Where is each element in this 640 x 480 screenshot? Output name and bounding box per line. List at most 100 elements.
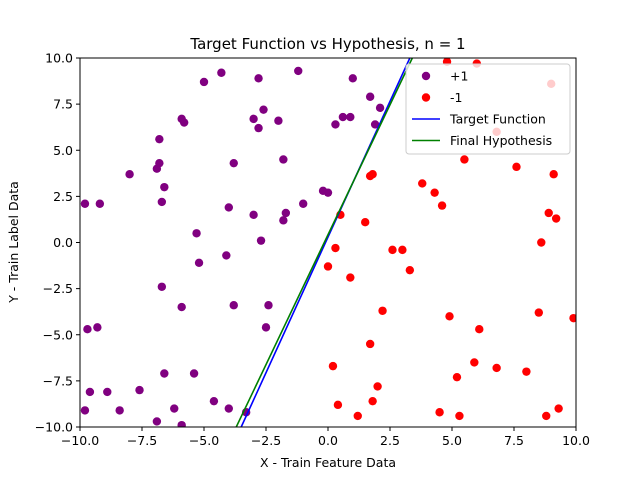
x-tick-label: −5.0 [189,433,219,448]
x-tick-label: 2.5 [380,433,400,448]
data-point-minus1 [549,170,558,179]
data-point-plus1 [85,387,95,397]
data-point-minus1 [353,411,362,421]
data-point-plus1 [279,216,288,225]
x-tick-label: 7.5 [504,433,524,448]
data-point-minus1 [368,396,377,406]
data-point-minus1 [452,372,462,382]
data-point-plus1 [229,158,238,168]
data-point-plus1 [254,74,263,83]
data-point-plus1 [259,105,268,114]
data-point-plus1 [160,182,169,192]
y-tick-label: 5.0 [53,143,73,158]
data-point-plus1 [375,103,385,113]
data-point-minus1 [398,245,407,255]
data-point-plus1 [224,404,233,413]
y-axis-label: Y - Train Label Data [6,181,21,304]
data-point-plus1 [80,199,90,208]
data-point-minus1 [435,408,444,417]
data-point-plus1 [224,203,233,212]
data-point-plus1 [294,66,303,76]
target-function-line [240,58,411,427]
data-point-minus1 [554,404,563,413]
data-point-minus1 [333,400,343,410]
data-point-plus1 [125,170,134,179]
data-point-minus1 [388,245,397,255]
data-point-minus1 [346,273,355,282]
x-axis: −10.0 −7.5 −5.0 −2.5 0.0 2.5 5.0 7.5 10.0 [61,427,590,448]
data-point-minus1 [551,214,561,223]
data-point-plus1 [192,229,201,238]
data-point-plus1 [209,396,219,406]
data-point-plus1 [279,155,288,164]
data-point-plus1 [274,116,283,125]
data-point-plus1 [155,134,164,144]
data-point-plus1 [152,417,162,426]
data-point-plus1 [256,236,266,245]
data-point-plus1 [331,120,340,129]
data-point-plus1 [199,77,209,87]
data-point-plus1 [179,118,189,127]
data-point-minus1 [361,218,370,227]
data-point-plus1 [155,158,164,168]
legend: +1 -1 Target Function Final Hypothesis [405,63,571,155]
data-point-minus1 [542,411,551,421]
legend-marker [421,93,431,102]
data-point-plus1 [177,420,186,427]
data-point-plus1 [135,385,144,395]
data-point-plus1 [323,188,333,197]
data-point-minus1 [331,243,340,253]
data-point-plus1 [157,282,167,291]
data-point-plus1 [261,323,271,332]
data-point-plus1 [217,68,226,77]
data-point-minus1 [460,155,469,164]
data-point-minus1 [437,201,447,210]
data-point-plus1 [338,112,348,122]
data-point-plus1 [249,210,258,220]
x-axis-label: X - Train Feature Data [260,455,396,470]
data-point-minus1 [418,179,427,188]
x-tick-label: −10.0 [61,433,99,448]
data-point-plus1 [264,301,273,310]
data-point-plus1 [115,406,124,415]
data-point-plus1 [177,302,186,312]
data-point-plus1 [249,114,258,124]
data-point-plus1 [348,74,357,83]
data-point-plus1 [95,199,105,208]
data-point-minus1 [475,325,484,334]
y-axis: −10.0 −7.5 −5.0 −2.5 0.0 2.5 5.0 7.5 10.0 [35,51,80,435]
y-tick-label: −7.5 [43,373,73,388]
legend-marker [421,71,431,81]
x-tick-label: 0.0 [318,433,338,448]
final-hypothesis-line [235,58,414,427]
data-point-minus1 [328,361,338,371]
data-point-minus1 [470,358,479,367]
data-point-plus1 [83,325,92,334]
data-point-plus1 [254,123,263,133]
data-point-minus1 [537,238,546,247]
data-point-minus1 [430,188,439,197]
data-point-plus1 [346,112,355,122]
y-tick-label: −10.0 [35,420,73,435]
data-point-plus1 [160,369,169,378]
data-point-plus1 [365,92,375,101]
data-point-minus1 [522,367,531,376]
data-point-plus1 [222,251,231,260]
data-point-plus1 [229,301,238,310]
data-point-minus1 [365,339,375,349]
y-tick-label: 7.5 [53,97,73,112]
data-point-minus1 [378,306,387,315]
data-point-plus1 [157,197,167,207]
data-point-minus1 [455,411,464,421]
data-point-minus1 [544,208,553,218]
legend-label: Target Function [449,112,546,127]
data-point-minus1 [569,313,576,323]
data-point-minus1 [492,363,501,373]
data-point-plus1 [370,120,380,129]
chart-title: Target Function vs Hypothesis, n = 1 [189,35,465,53]
data-point-plus1 [93,323,102,332]
data-point-minus1 [323,262,333,271]
data-point-minus1 [373,382,382,391]
data-point-plus1 [103,387,112,397]
